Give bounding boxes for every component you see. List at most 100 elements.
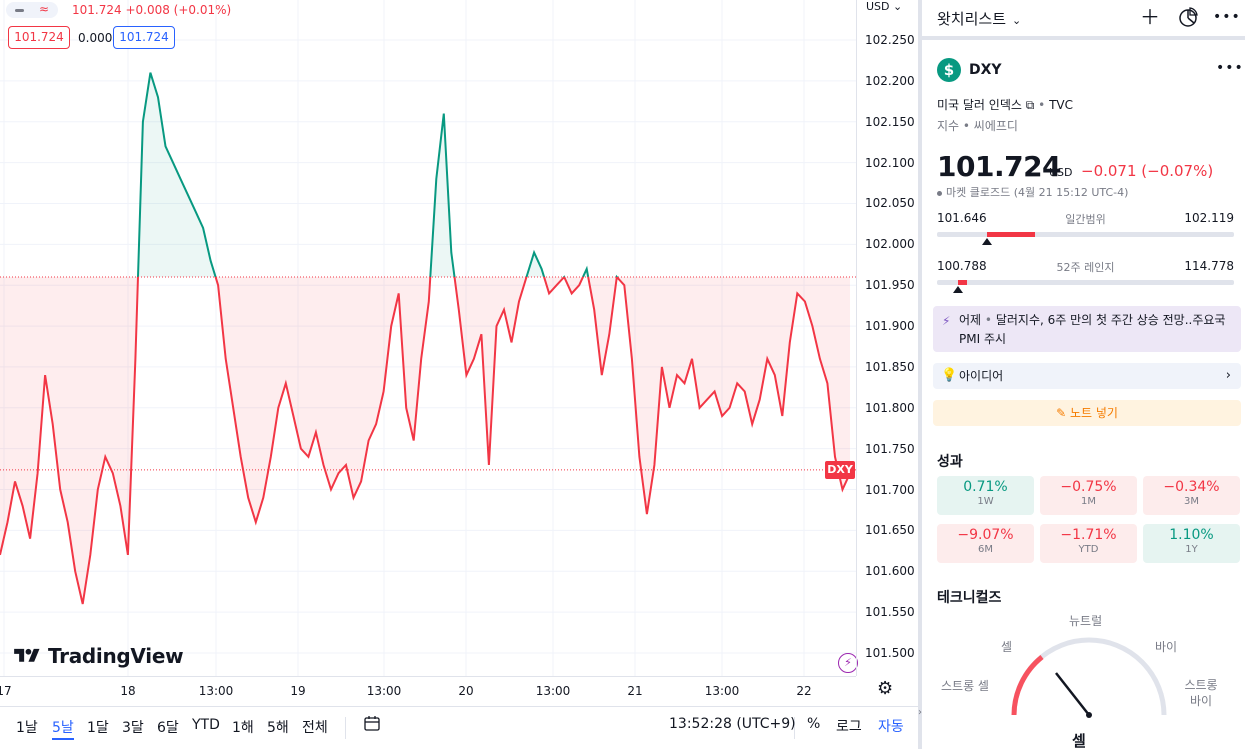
- time-axis[interactable]: 17 18 13:00 19 13:00 20 13:00 21 13:00 22: [0, 676, 856, 706]
- gauge-label-neutral: 뉴트럴: [1069, 614, 1103, 628]
- flash-icon: ⚡: [942, 314, 951, 328]
- more-options-icon[interactable]: •••: [1213, 9, 1241, 25]
- performance-cell-3m[interactable]: −0.34% 3M: [1143, 476, 1240, 515]
- add-note-label: 노트 넣기: [1069, 406, 1118, 420]
- time-axis-tick: 18: [120, 684, 136, 698]
- range-all-button[interactable]: 전체: [302, 720, 328, 736]
- price-axis-tick: 101.750: [865, 441, 915, 456]
- technicals-title[interactable]: 테크니컬즈: [937, 590, 1002, 606]
- performance-period: 1M: [1081, 496, 1096, 507]
- currency-dropdown[interactable]: USD ⌄: [866, 0, 902, 13]
- price-axis-tick: 102.250: [865, 33, 915, 47]
- wave-icon: ≈: [39, 2, 50, 16]
- time-axis-tick: 20: [458, 684, 474, 698]
- tradingview-logo[interactable]: TradingView: [12, 643, 184, 669]
- time-axis-tick: 22: [796, 684, 812, 698]
- log-scale-button[interactable]: 로그: [836, 719, 862, 735]
- watchlist-title: 왓치리스트: [937, 10, 1007, 28]
- flash-icon[interactable]: ⚡: [838, 653, 858, 673]
- area-fill-below: [0, 277, 850, 604]
- price-axis-tick: 101.900: [865, 319, 915, 334]
- gauge-arc-sell: [1011, 655, 1044, 716]
- price-axis-tick: 101.650: [865, 523, 915, 538]
- performance-cell-6m[interactable]: −9.07% 6M: [937, 524, 1034, 563]
- gear-icon[interactable]: ⚙: [877, 678, 894, 699]
- day-range-low: 101.646: [937, 211, 987, 225]
- day-range-pointer: [982, 238, 993, 245]
- range-1y-button[interactable]: 1해: [232, 720, 254, 736]
- currency-label: USD: [866, 0, 890, 13]
- price-axis-tick: 102.000: [865, 237, 915, 252]
- symbol-description[interactable]: 미국 달러 인덱스: [937, 98, 1022, 112]
- performance-cell-1y[interactable]: 1.10% 1Y: [1143, 524, 1240, 563]
- add-symbol-icon[interactable]: ＋: [1140, 5, 1160, 29]
- performance-cell-ytd[interactable]: −1.71% YTD: [1040, 524, 1137, 563]
- time-axis-tick: 13:00: [198, 684, 234, 698]
- tradingview-logo-text: TradingView: [48, 644, 184, 668]
- time-axis-tick: 13:00: [704, 684, 740, 698]
- edit-icon: ✎: [1056, 406, 1070, 420]
- ideas-button[interactable]: 💡 아이디어 ›: [933, 363, 1241, 389]
- gauge-needle: [1055, 672, 1090, 716]
- time-axis-tick: 13:00: [535, 684, 571, 698]
- price-axis-tick: 102.100: [865, 155, 915, 170]
- legend-price: 101.724 +0.008 (+0.01%): [72, 3, 232, 17]
- performance-value: −9.07%: [957, 527, 1014, 543]
- range-3m-button[interactable]: 3달: [122, 720, 144, 736]
- performance-period: 3M: [1184, 496, 1199, 507]
- more-options-icon[interactable]: •••: [1216, 60, 1244, 76]
- time-axis-tick: 13:00: [366, 684, 402, 698]
- external-link-icon[interactable]: ⧉: [1025, 98, 1035, 112]
- range-5y-button[interactable]: 5해: [267, 720, 289, 736]
- buy-price-box[interactable]: 101.724: [113, 26, 175, 49]
- toolbar-divider: [794, 717, 795, 739]
- chevron-down-icon: ⌄: [889, 0, 903, 13]
- symbol-header[interactable]: $ DXY: [937, 58, 1002, 82]
- panel-splitter[interactable]: [918, 0, 922, 749]
- range-6m-button[interactable]: 6달: [157, 720, 179, 736]
- range-5d-button[interactable]: 5날: [52, 717, 74, 740]
- year-range-fill: [957, 280, 967, 285]
- minus-icon[interactable]: [15, 9, 24, 12]
- price-axis[interactable]: 102.250 102.200 102.150 102.100 102.050 102.0…: [856, 0, 918, 676]
- day-range-fill: [987, 232, 1035, 237]
- gauge-label-strong-buy: 스트롱 바이: [1184, 678, 1218, 708]
- market-status: 마켓 클로즈드 (4월 21 15:12 UTC-4): [937, 184, 1128, 200]
- chevron-down-icon: ⌄: [1012, 14, 1022, 27]
- market-time: (4월 21 15:12 UTC-4): [1013, 186, 1129, 199]
- performance-value: 1.10%: [1169, 527, 1214, 543]
- price-axis-tick: 101.950: [865, 278, 915, 293]
- price-axis-tick: 102.050: [865, 196, 915, 211]
- watchlist-title-dropdown[interactable]: 왓치리스트 ⌄: [937, 8, 1021, 29]
- range-1m-button[interactable]: 1달: [87, 720, 109, 736]
- add-note-button[interactable]: ✎ 노트 넣기: [933, 400, 1241, 426]
- auto-scale-button[interactable]: 자동: [878, 719, 904, 735]
- legend-toggle[interactable]: ≈: [6, 2, 58, 18]
- pie-chart-icon[interactable]: [1177, 6, 1199, 28]
- performance-cell-1w[interactable]: 0.71% 1W: [937, 476, 1034, 515]
- sell-price-box[interactable]: 101.724: [8, 26, 70, 49]
- year-range-track: [937, 280, 1234, 285]
- gauge-result: 셀: [1072, 732, 1086, 750]
- performance-title: 성과: [937, 454, 963, 470]
- price-axis-tick: 101.550: [865, 605, 915, 620]
- ideas-label: 아이디어: [959, 369, 1004, 383]
- chart-plot[interactable]: [0, 0, 856, 676]
- clock-timezone[interactable]: 13:52:28 (UTC+9): [669, 716, 796, 732]
- chart-area[interactable]: ≈ 101.724 +0.008 (+0.01%) 101.724 0.000 …: [0, 0, 918, 749]
- gauge-label-buy: 바이: [1155, 640, 1178, 654]
- symbol-description-row: 미국 달러 인덱스 ⧉ • TVC: [937, 96, 1073, 113]
- news-time: 어제: [959, 313, 982, 327]
- symbol-name: DXY: [969, 62, 1002, 78]
- price-axis-tick: 101.850: [865, 359, 915, 374]
- percent-scale-button[interactable]: %: [807, 716, 821, 732]
- range-ytd-button[interactable]: YTD: [192, 717, 220, 733]
- chevron-right-icon[interactable]: ›: [918, 707, 922, 718]
- exchange-name[interactable]: TVC: [1049, 98, 1073, 112]
- price-line-up: [136, 72, 619, 278]
- performance-cell-1m[interactable]: −0.75% 1M: [1040, 476, 1137, 515]
- day-range-high: 102.119: [1184, 211, 1234, 225]
- news-headline[interactable]: ⚡ 어제 • 달러지수, 6주 만의 첫 주간 상승 전망..주요국 PMI 주…: [933, 306, 1241, 352]
- date-range-icon[interactable]: [363, 714, 381, 732]
- range-1d-button[interactable]: 1날: [16, 720, 38, 736]
